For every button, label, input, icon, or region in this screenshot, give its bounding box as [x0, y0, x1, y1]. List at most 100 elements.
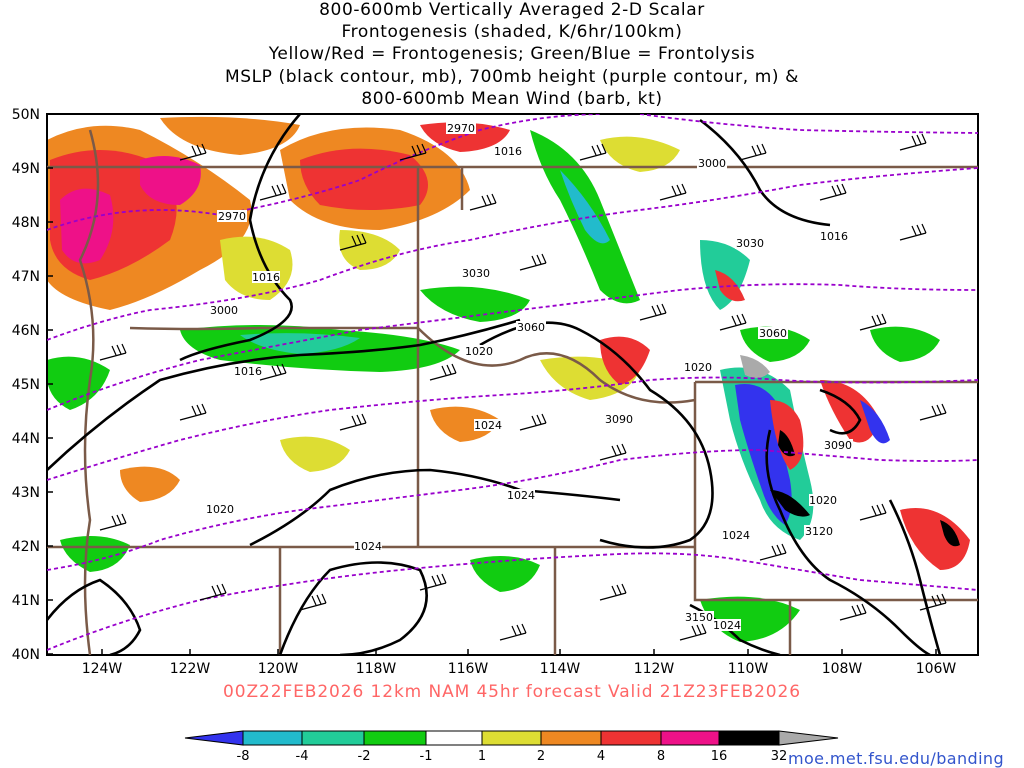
height-label: 3060: [517, 321, 545, 334]
colorbar-swatch: [363, 730, 427, 746]
colorbar-swatch: [660, 730, 720, 746]
state-borders: [47, 129, 978, 655]
wind-barb: [819, 183, 847, 201]
colorbar-label: 32: [771, 749, 788, 764]
wind-barb: [339, 413, 367, 431]
shading-green-bands: [47, 130, 940, 642]
lon-label: 110W: [728, 661, 769, 677]
wind-barb: [599, 583, 627, 601]
colorbar-swatch: [778, 730, 839, 746]
mslp-contours: [47, 114, 942, 655]
lon-label: 118W: [356, 661, 397, 677]
lon-label: 120W: [258, 661, 299, 677]
lat-label: 46N: [12, 323, 40, 339]
colorbar-label: 2: [537, 749, 545, 764]
mslp-labels: 1016 1016 1016 1016 1020 1020 1020 1020 …: [206, 145, 848, 632]
wind-barb: [679, 623, 707, 641]
colorbar-swatch: [600, 730, 662, 746]
wind-barb: [429, 363, 457, 381]
lon-label: 114W: [540, 661, 581, 677]
wind-barb: [859, 503, 887, 521]
height-label: 3000: [210, 304, 238, 317]
lon-label: 122W: [170, 661, 211, 677]
lat-label: 40N: [12, 647, 40, 663]
height-label: 3090: [605, 413, 633, 426]
mslp-label: 1024: [713, 619, 741, 632]
mslp-label: 1024: [722, 529, 750, 542]
wind-barb: [519, 253, 547, 271]
colorbar-label: 8: [657, 749, 665, 764]
lat-label: 45N: [12, 377, 40, 393]
colorbar-label: -8: [237, 749, 250, 764]
lat-label: 47N: [12, 269, 40, 285]
lon-label: 116W: [448, 661, 489, 677]
wind-barb: [739, 143, 767, 161]
shading-red-north: [160, 116, 510, 230]
colorbar-label: 1: [478, 749, 486, 764]
colorbar-swatch: [718, 730, 780, 746]
wind-barb: [99, 513, 127, 531]
title-line-5: 800-600mb Mean Wind (barb, kt): [361, 89, 663, 109]
lat-label: 49N: [12, 161, 40, 177]
wind-barb: [659, 183, 687, 201]
longitude-axis: 124W 122W 120W 118W 116W 114W 112W 110W …: [82, 649, 957, 677]
colorbar-swatch: [301, 730, 365, 746]
height-labels: 2970 2970 3000 3000 3030 3030 3060 3060 …: [209, 122, 853, 624]
lon-label: 106W: [916, 661, 957, 677]
colorbar-swatch: [481, 730, 542, 746]
lat-label: 48N: [12, 215, 40, 231]
wind-barb: [759, 543, 787, 561]
wind-barb: [179, 403, 207, 421]
latitude-axis: 50N 49N 48N 47N 46N 45N 44N 43N 42N 41N …: [12, 107, 53, 663]
lat-label: 42N: [12, 539, 40, 555]
wind-barb: [199, 583, 227, 601]
colorbar-swatch: [425, 730, 483, 746]
wind-barb: [859, 313, 887, 331]
height-label: 3090: [824, 439, 852, 452]
height-label: 3150: [685, 611, 713, 624]
lat-label: 44N: [12, 431, 40, 447]
wind-barb: [919, 403, 947, 421]
colorbar-label: -4: [296, 749, 309, 764]
wind-barb: [599, 443, 627, 461]
title-line-1: 800-600mb Vertically Averaged 2-D Scalar: [319, 0, 705, 20]
mslp-label: 1024: [507, 489, 535, 502]
credit-url: moe.met.fsu.edu/banding: [788, 749, 1005, 768]
colorbar: -8 -4 -2 -1 1 2 4 8 16 32: [184, 730, 839, 764]
colorbar-swatch: [184, 730, 244, 746]
colorbar-swatch: [242, 730, 303, 746]
title-line-4: MSLP (black contour, mb), 700mb height (…: [224, 67, 800, 87]
height-label: 3030: [736, 237, 764, 250]
height-label: 2970: [218, 210, 246, 223]
height-label: 3030: [462, 267, 490, 280]
lat-label: 50N: [12, 107, 40, 123]
height-label: 3060: [759, 327, 787, 340]
mslp-label: 1020: [809, 494, 837, 507]
wind-barb: [579, 143, 607, 161]
wind-barb: [899, 133, 927, 151]
title-line-3: Yellow/Red = Frontogenesis; Green/Blue =…: [268, 44, 756, 64]
wind-barb: [99, 343, 127, 361]
wind-barb: [259, 183, 287, 201]
wind-barb: [639, 303, 667, 321]
height-label: 3120: [805, 525, 833, 538]
lon-label: 108W: [822, 661, 863, 677]
wind-barb: [519, 413, 547, 431]
mslp-label: 1016: [494, 145, 522, 158]
colorbar-label: -1: [420, 749, 433, 764]
lon-label: 112W: [634, 661, 675, 677]
wind-barb: [839, 603, 867, 621]
colorbar-label: 4: [597, 749, 605, 764]
mslp-label: 1016: [234, 365, 262, 378]
mslp-label: 1020: [465, 345, 493, 358]
title-line-2: Frontogenesis (shaded, K/6hr/100km): [341, 22, 683, 42]
colorbar-swatch: [540, 730, 602, 746]
mslp-label: 1016: [820, 230, 848, 243]
wind-barb: [469, 193, 497, 211]
lat-label: 43N: [12, 485, 40, 501]
wind-barb: [499, 623, 527, 641]
height-label: 2970: [447, 122, 475, 135]
mslp-label: 1020: [206, 503, 234, 516]
mslp-label: 1020: [684, 361, 712, 374]
mslp-label: 1024: [354, 540, 382, 553]
